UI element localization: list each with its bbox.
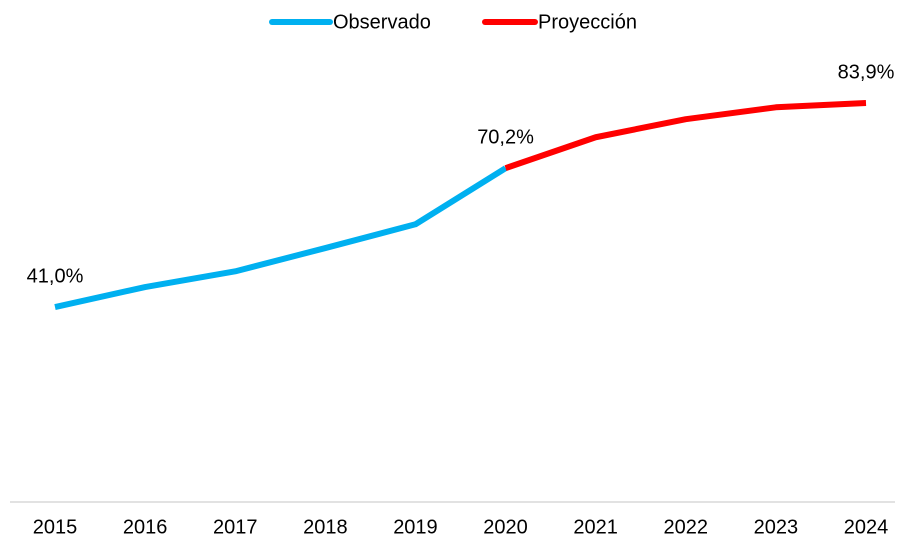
x-tick-label: 2015 xyxy=(33,516,78,538)
x-tick-label: 2022 xyxy=(664,516,709,538)
x-tick-label: 2017 xyxy=(213,516,258,538)
x-tick-label: 2016 xyxy=(123,516,168,538)
x-tick-label: 2023 xyxy=(754,516,799,538)
legend-label: Proyección xyxy=(538,11,637,33)
x-tick-label: 2020 xyxy=(483,516,528,538)
x-tick-label: 2024 xyxy=(844,516,889,538)
data-label: 70,2% xyxy=(477,126,534,148)
legend-label: Observado xyxy=(333,11,431,33)
x-tick-label: 2019 xyxy=(393,516,438,538)
line-series xyxy=(504,100,867,171)
x-tick-label: 2021 xyxy=(573,516,618,538)
data-label: 83,9% xyxy=(838,61,895,83)
line-series xyxy=(54,165,508,310)
data-label: 41,0% xyxy=(27,265,84,287)
x-tick-label: 2018 xyxy=(303,516,348,538)
